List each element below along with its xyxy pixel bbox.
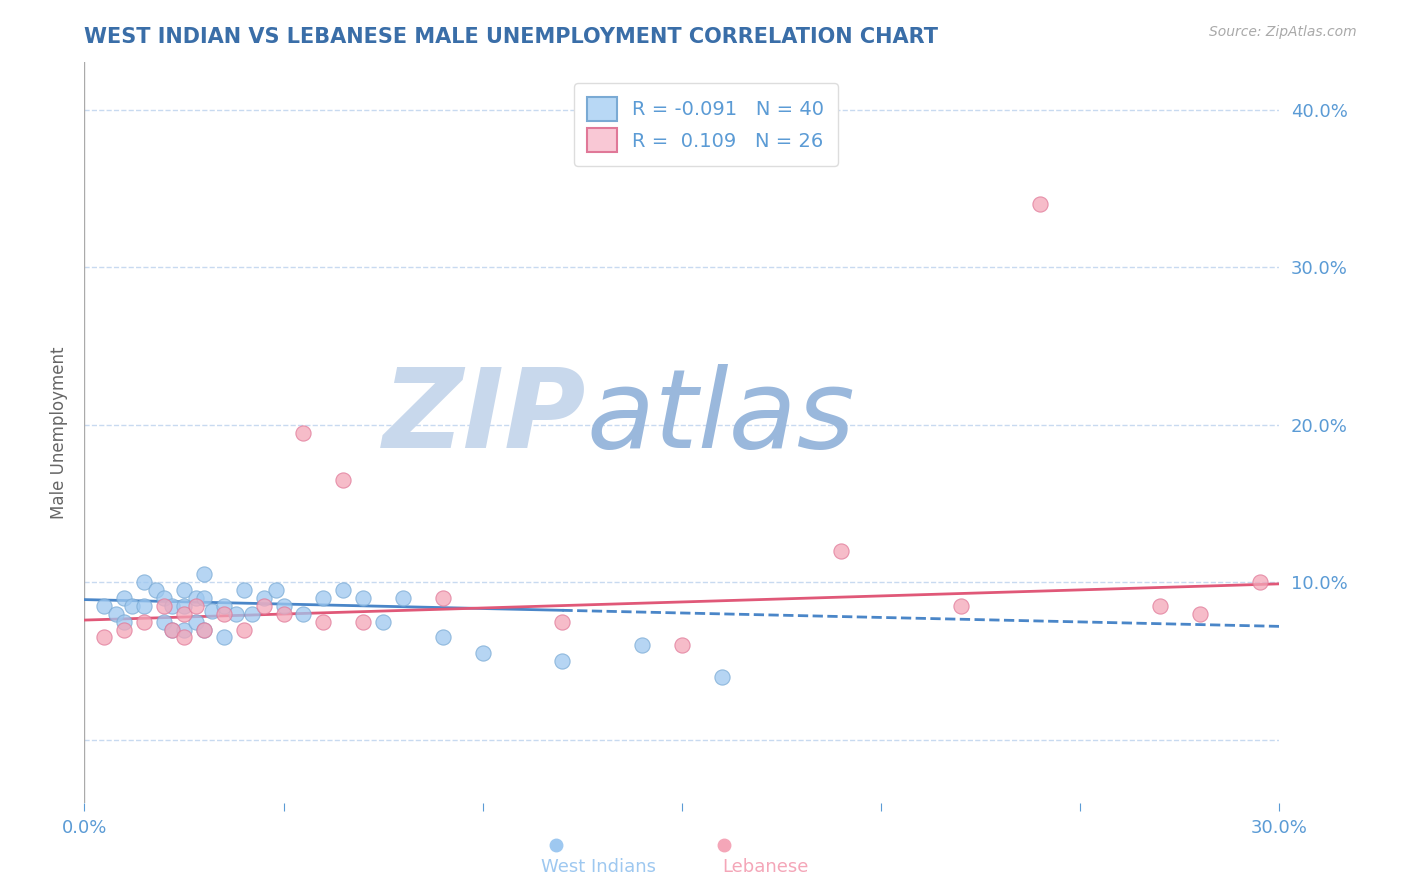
Point [332, 583, 354, 598]
Point [253, 599, 276, 613]
Text: atlas: atlas [586, 364, 855, 471]
Point [232, 583, 254, 598]
Point [273, 599, 295, 613]
Text: Lebanese: Lebanese [723, 858, 808, 876]
Text: ZIP: ZIP [382, 364, 586, 471]
Point [93, 599, 115, 613]
Point [710, 670, 733, 684]
Point [949, 599, 972, 613]
Point [153, 599, 176, 613]
Text: WEST INDIAN VS LEBANESE MALE UNEMPLOYMENT CORRELATION CHART: WEST INDIAN VS LEBANESE MALE UNEMPLOYMEN… [84, 27, 938, 47]
Point [193, 567, 215, 582]
Point [173, 583, 195, 598]
Point [184, 599, 207, 613]
Point [121, 599, 143, 613]
Text: West Indians: West Indians [541, 858, 655, 876]
Point [193, 623, 215, 637]
Point [631, 638, 654, 652]
Point [392, 591, 415, 605]
Point [132, 615, 156, 629]
Point [105, 607, 128, 621]
Point [1249, 575, 1271, 590]
Point [671, 638, 693, 652]
Point [112, 615, 135, 629]
Point [830, 543, 852, 558]
Point [173, 607, 195, 621]
Point [225, 607, 247, 621]
Point [373, 615, 395, 629]
Point [1029, 197, 1052, 211]
Point [160, 599, 183, 613]
Point [312, 615, 335, 629]
Point [292, 425, 315, 440]
Point [153, 615, 176, 629]
Point [173, 623, 195, 637]
Point [132, 599, 156, 613]
Point [184, 615, 207, 629]
Point [212, 631, 235, 645]
Point [212, 607, 235, 621]
Point [292, 607, 315, 621]
Y-axis label: Male Unemployment: Male Unemployment [51, 346, 69, 519]
Point [551, 654, 574, 668]
Point [145, 583, 167, 598]
Point [240, 607, 263, 621]
Point [1149, 599, 1171, 613]
Point [173, 599, 195, 613]
Point [273, 607, 295, 621]
Point [432, 591, 454, 605]
Point [173, 631, 195, 645]
Point [93, 631, 115, 645]
Point [153, 591, 176, 605]
Point [471, 646, 494, 660]
Point [132, 575, 156, 590]
Point [332, 473, 354, 487]
Point [160, 623, 183, 637]
Point [112, 591, 135, 605]
Point [112, 623, 135, 637]
Point [352, 615, 374, 629]
Point [352, 591, 374, 605]
Legend: R = -0.091   N = 40, R =  0.109   N = 26: R = -0.091 N = 40, R = 0.109 N = 26 [574, 83, 838, 166]
Point [432, 631, 454, 645]
Text: Source: ZipAtlas.com: Source: ZipAtlas.com [1209, 25, 1357, 39]
Point [184, 591, 207, 605]
Point [264, 583, 287, 598]
Point [232, 623, 254, 637]
Point [193, 591, 215, 605]
Point [312, 591, 335, 605]
Point [201, 604, 224, 618]
Point [551, 615, 574, 629]
Point [160, 623, 183, 637]
Point [253, 591, 276, 605]
Point [193, 623, 215, 637]
Point [212, 599, 235, 613]
Point [1188, 607, 1211, 621]
